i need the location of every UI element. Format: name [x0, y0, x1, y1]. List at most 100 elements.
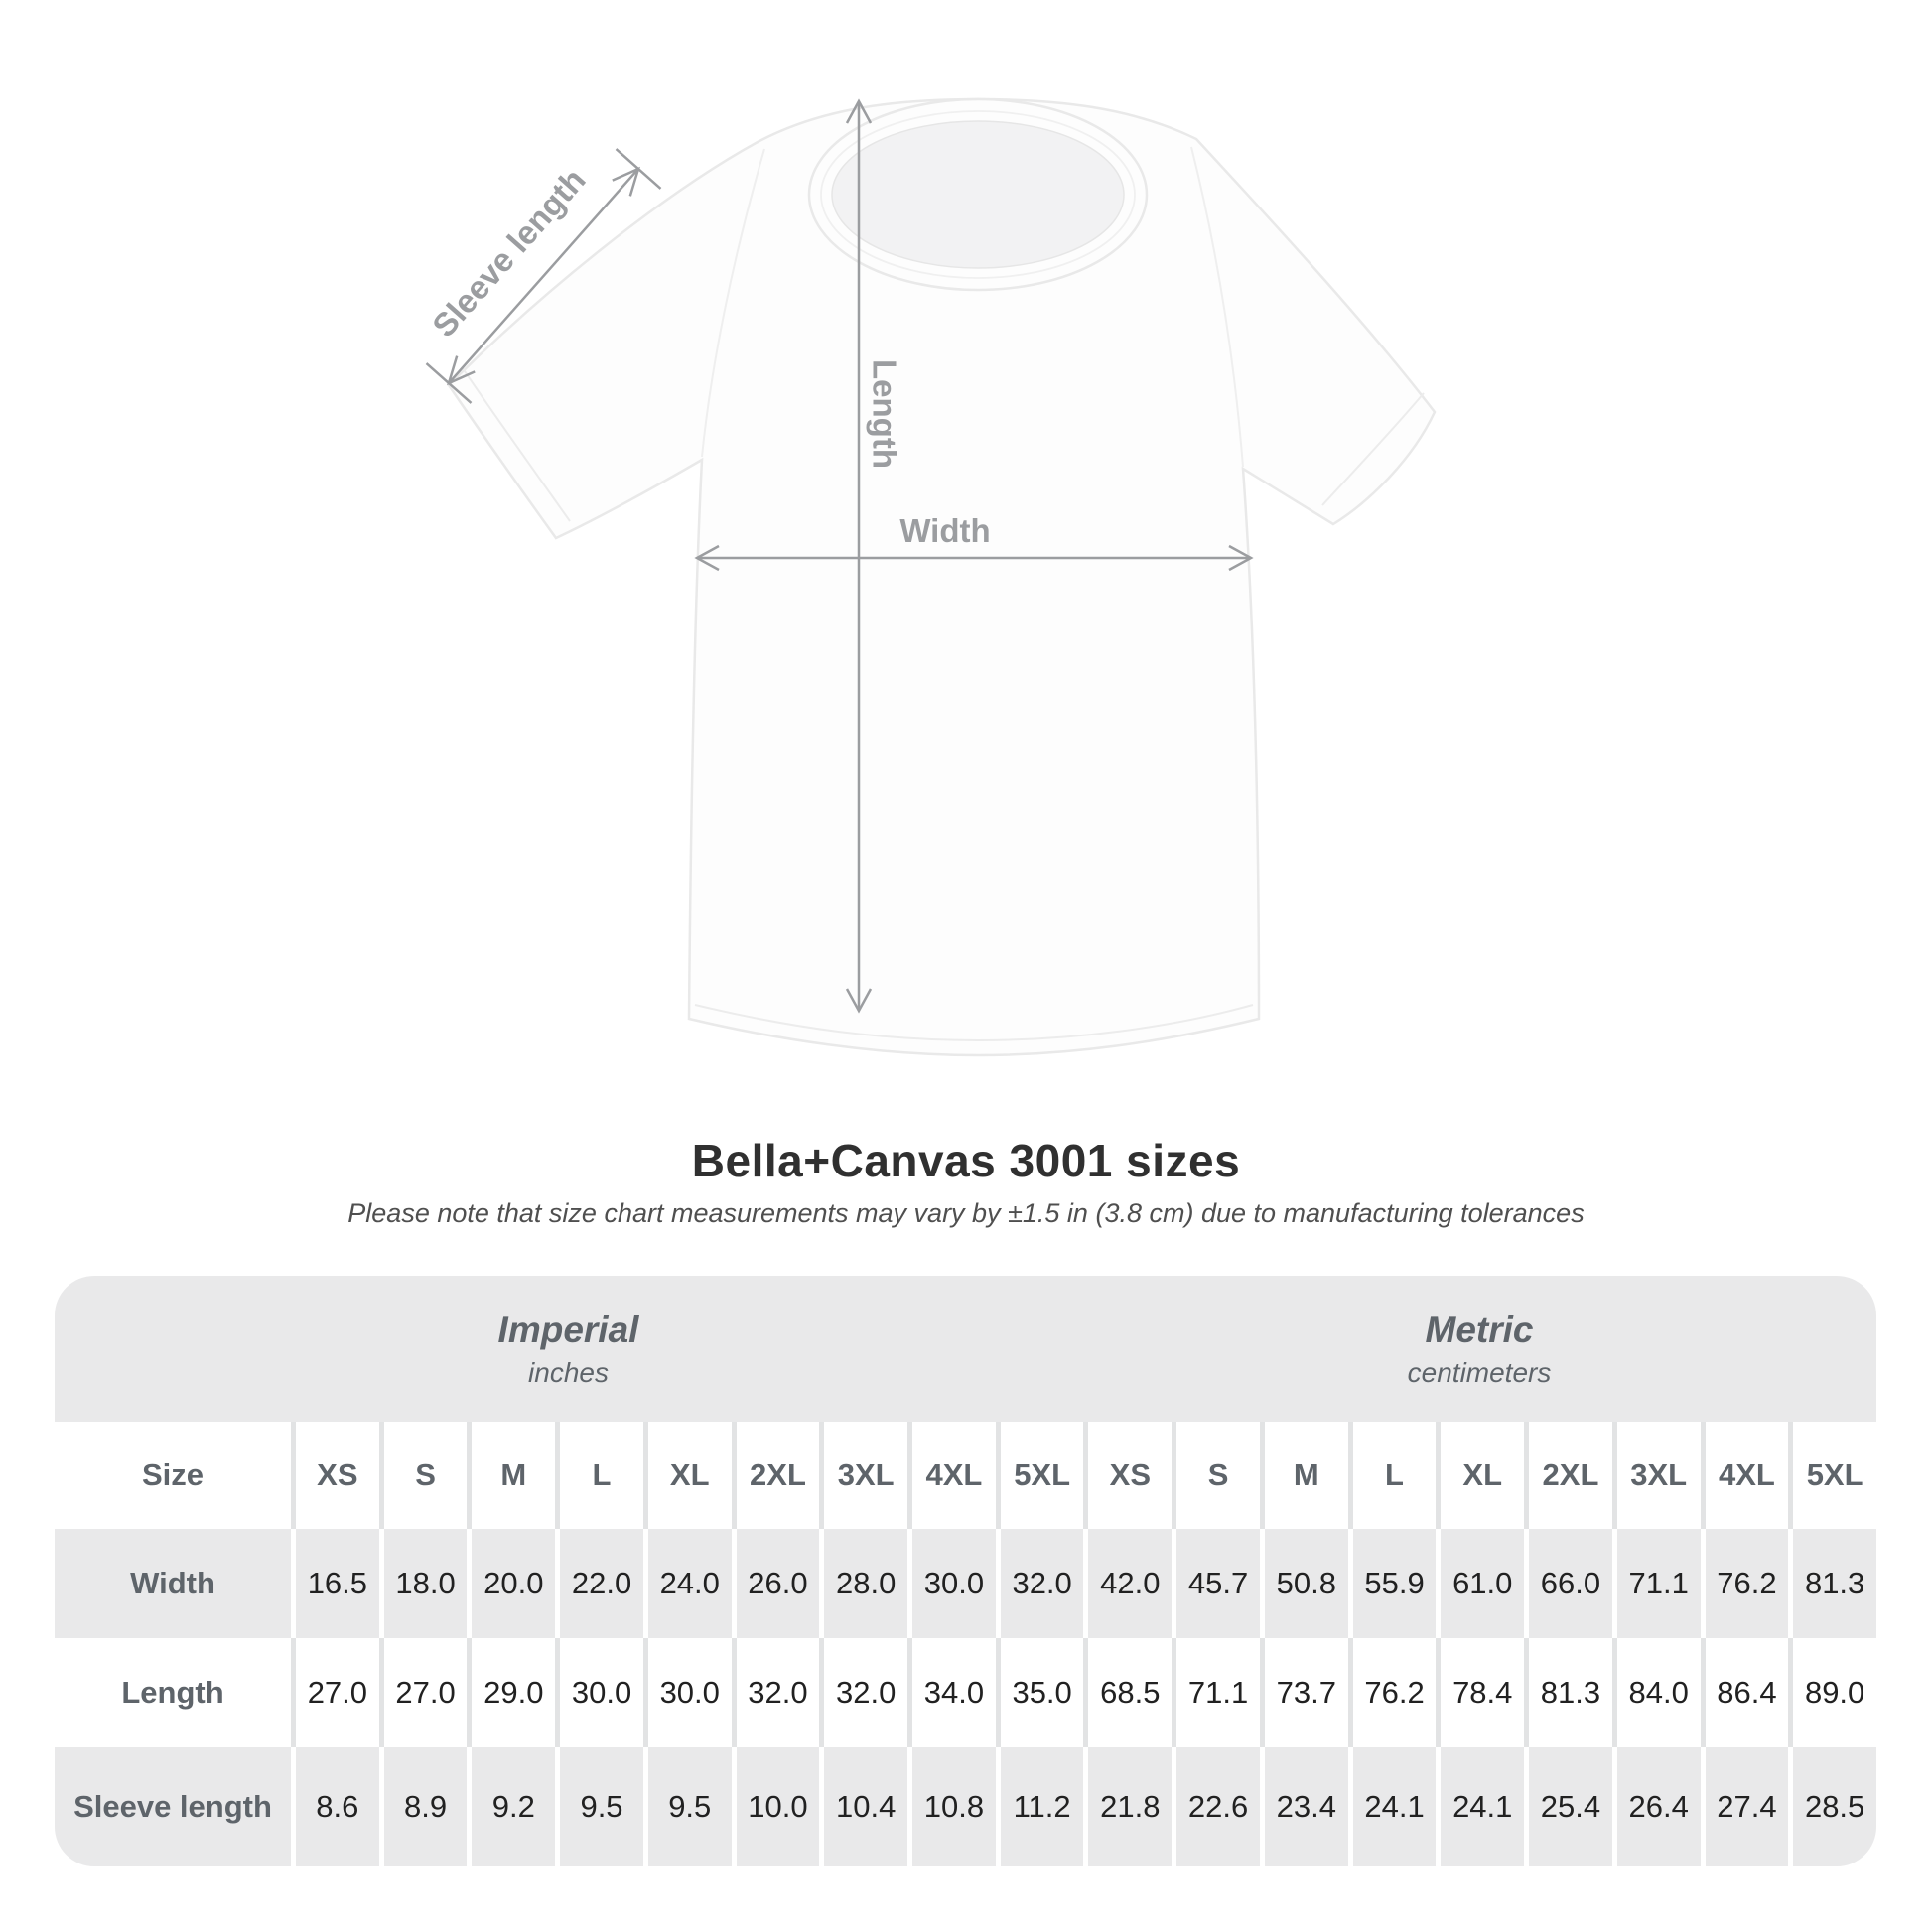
- value-cell: 81.3: [1524, 1638, 1612, 1747]
- length-label: Length: [866, 359, 902, 469]
- row-label: Width: [130, 1566, 215, 1600]
- size-header-row: Size XS S M L XL 2XL 3XL 4XL 5XL XS S M …: [55, 1422, 1876, 1529]
- size-header-cell: 2XL: [731, 1422, 820, 1529]
- size-header-cell: 4XL: [1700, 1422, 1789, 1529]
- value-cell: 9.2: [467, 1747, 555, 1866]
- value-cell: 11.2: [995, 1747, 1084, 1866]
- left-cuff-seam: [462, 367, 571, 522]
- value-cell: 8.6: [291, 1747, 379, 1866]
- size-header-cell: S: [378, 1422, 468, 1529]
- value-cell: 68.5: [1083, 1638, 1172, 1747]
- value-cell: 22.0: [555, 1529, 643, 1638]
- metric-header: Metric centimeters: [1082, 1276, 1876, 1422]
- value-cell: 27.0: [291, 1638, 379, 1747]
- size-header-cell: 3XL: [819, 1422, 907, 1529]
- value-cell: 10.8: [907, 1747, 996, 1866]
- value-cell: 23.4: [1259, 1747, 1348, 1866]
- value-cell: 30.0: [555, 1638, 643, 1747]
- value-cell: 61.0: [1436, 1529, 1524, 1638]
- width-arrow: [694, 544, 1254, 572]
- value-cell: 29.0: [467, 1638, 555, 1747]
- value-cell: 26.0: [731, 1529, 820, 1638]
- size-header-cell: S: [1172, 1422, 1260, 1529]
- size-header-cell: 5XL: [995, 1422, 1084, 1529]
- imperial-sublabel: inches: [528, 1356, 609, 1388]
- value-cell: 28.0: [819, 1529, 907, 1638]
- value-cell: 30.0: [907, 1529, 996, 1638]
- size-header-cell: 5XL: [1788, 1422, 1876, 1529]
- value-cell: 35.0: [995, 1638, 1084, 1747]
- length-arrow: [845, 98, 873, 1014]
- value-cell: 30.0: [642, 1638, 732, 1747]
- row-label: Length: [121, 1675, 224, 1710]
- size-header-cell: XL: [642, 1422, 732, 1529]
- value-cell: 76.2: [1347, 1638, 1437, 1747]
- value-cell: 84.0: [1611, 1638, 1701, 1747]
- metric-label: Metric: [1425, 1309, 1534, 1350]
- value-cell: 18.0: [378, 1529, 468, 1638]
- value-cell: 86.4: [1700, 1638, 1789, 1747]
- value-cell: 9.5: [642, 1747, 732, 1866]
- imperial-header: Imperial inches: [55, 1276, 1082, 1422]
- collar-opening: [831, 120, 1125, 269]
- sleeve-length-arrow: [425, 148, 662, 404]
- value-cell: 10.4: [819, 1747, 907, 1866]
- page-subtitle: Please note that size chart measurements…: [347, 1198, 1585, 1228]
- page-title: Bella+Canvas 3001 sizes: [691, 1135, 1241, 1186]
- value-cell: 8.9: [378, 1747, 468, 1866]
- size-header-cell: 2XL: [1524, 1422, 1612, 1529]
- value-cell: 76.2: [1700, 1529, 1789, 1638]
- sleeve-length-row: Sleeve length 8.6 8.9 9.2 9.5 9.5 10.0 1…: [55, 1747, 1876, 1866]
- value-cell: 32.0: [819, 1638, 907, 1747]
- width-label: Width: [899, 512, 990, 549]
- size-header-cell: XL: [1436, 1422, 1524, 1529]
- value-cell: 26.4: [1611, 1747, 1701, 1866]
- value-cell: 21.8: [1083, 1747, 1172, 1866]
- value-cell: 71.1: [1611, 1529, 1701, 1638]
- value-cell: 32.0: [731, 1638, 820, 1747]
- value-cell: 34.0: [907, 1638, 996, 1747]
- measurement-annotations: [425, 98, 1254, 1014]
- value-cell: 10.0: [731, 1747, 820, 1866]
- value-cell: 20.0: [467, 1529, 555, 1638]
- row-label: Sleeve length: [73, 1789, 272, 1824]
- value-cell: 45.7: [1172, 1529, 1260, 1638]
- value-cell: 28.5: [1788, 1747, 1876, 1866]
- size-column-header: Size: [141, 1457, 205, 1492]
- value-cell: 9.5: [555, 1747, 643, 1866]
- imperial-label: Imperial: [497, 1309, 639, 1350]
- size-header-cell: XS: [291, 1422, 379, 1529]
- size-header-cell: XS: [1083, 1422, 1172, 1529]
- size-header-cell: M: [1259, 1422, 1348, 1529]
- tshirt-illustration: [447, 97, 1437, 1057]
- value-cell: 78.4: [1436, 1638, 1524, 1747]
- unit-group-header: Imperial inches Metric centimeters: [55, 1276, 1876, 1422]
- hem-seam: [694, 1004, 1254, 1042]
- value-cell: 66.0: [1524, 1529, 1612, 1638]
- value-cell: 25.4: [1524, 1747, 1612, 1866]
- value-cell: 81.3: [1788, 1529, 1876, 1638]
- collar-stitch: [820, 110, 1136, 279]
- value-cell: 24.0: [642, 1529, 732, 1638]
- size-header-cell: 4XL: [907, 1422, 996, 1529]
- left-sleeve-seam: [701, 148, 765, 458]
- size-header-cell: 3XL: [1611, 1422, 1701, 1529]
- value-cell: 71.1: [1172, 1638, 1260, 1747]
- value-cell: 24.1: [1436, 1747, 1524, 1866]
- metric-sublabel: centimeters: [1407, 1356, 1552, 1388]
- value-cell: 16.5: [291, 1529, 379, 1638]
- right-sleeve-seam: [1190, 146, 1244, 468]
- value-cell: 89.0: [1788, 1638, 1876, 1747]
- size-header-cell: M: [467, 1422, 555, 1529]
- tshirt-measurement-diagram: Length Width Sleeve length: [425, 97, 1437, 1057]
- value-cell: 73.7: [1259, 1638, 1348, 1747]
- value-cell: 22.6: [1172, 1747, 1260, 1866]
- value-cell: 50.8: [1259, 1529, 1348, 1638]
- value-cell: 32.0: [995, 1529, 1084, 1638]
- length-row: Length 27.0 27.0 29.0 30.0 30.0 32.0 32.…: [55, 1638, 1876, 1747]
- value-cell: 24.1: [1347, 1747, 1437, 1866]
- size-table: Imperial inches Metric centimeters Size …: [55, 1276, 1876, 1866]
- tshirt-body: [447, 97, 1437, 1057]
- size-header-cell: L: [555, 1422, 643, 1529]
